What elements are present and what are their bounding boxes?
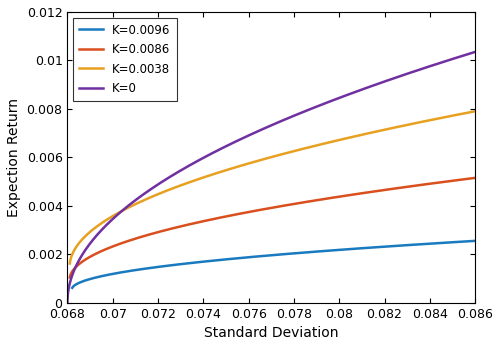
K=0.0096	[472, 239, 478, 243]
X-axis label: Standard Deviation: Standard Deviation	[204, 326, 338, 340]
K=0.0038	[382, 127, 388, 132]
Y-axis label: Expection Return: Expection Return	[7, 98, 21, 217]
K=0.0096	[106, 272, 112, 277]
K=0.0038	[472, 109, 478, 113]
K=0.0096	[230, 257, 235, 261]
K=0	[244, 134, 250, 138]
K=0.0086	[230, 213, 235, 217]
K=0.0038	[344, 136, 350, 140]
K=0.0086	[106, 246, 112, 250]
K=0	[64, 301, 70, 305]
K=0	[382, 79, 388, 83]
K=0	[344, 93, 350, 97]
K=0.0086	[244, 210, 250, 214]
Line: K=0.0086: K=0.0086	[70, 178, 475, 278]
K=0.0086	[472, 176, 478, 180]
K=0	[472, 50, 478, 54]
K=0	[106, 220, 112, 225]
Line: K=0: K=0	[68, 52, 475, 303]
K=0	[230, 141, 235, 145]
K=0.0096	[390, 244, 396, 248]
K=0.0096	[244, 255, 250, 260]
K=0.0038	[230, 166, 235, 170]
K=0.0096	[382, 245, 388, 249]
Line: K=0.0038: K=0.0038	[70, 111, 475, 263]
K=0.0086	[382, 188, 388, 192]
K=0.0038	[390, 126, 396, 130]
K=0.0086	[390, 187, 396, 191]
Legend: K=0.0096, K=0.0086, K=0.0038, K=0: K=0.0096, K=0.0086, K=0.0038, K=0	[74, 18, 176, 101]
K=0.0038	[106, 216, 112, 220]
K=0	[390, 77, 396, 81]
Line: K=0.0096: K=0.0096	[72, 241, 475, 288]
K=0.0086	[344, 193, 350, 197]
K=0.0096	[344, 247, 350, 251]
K=0.0038	[244, 162, 250, 166]
